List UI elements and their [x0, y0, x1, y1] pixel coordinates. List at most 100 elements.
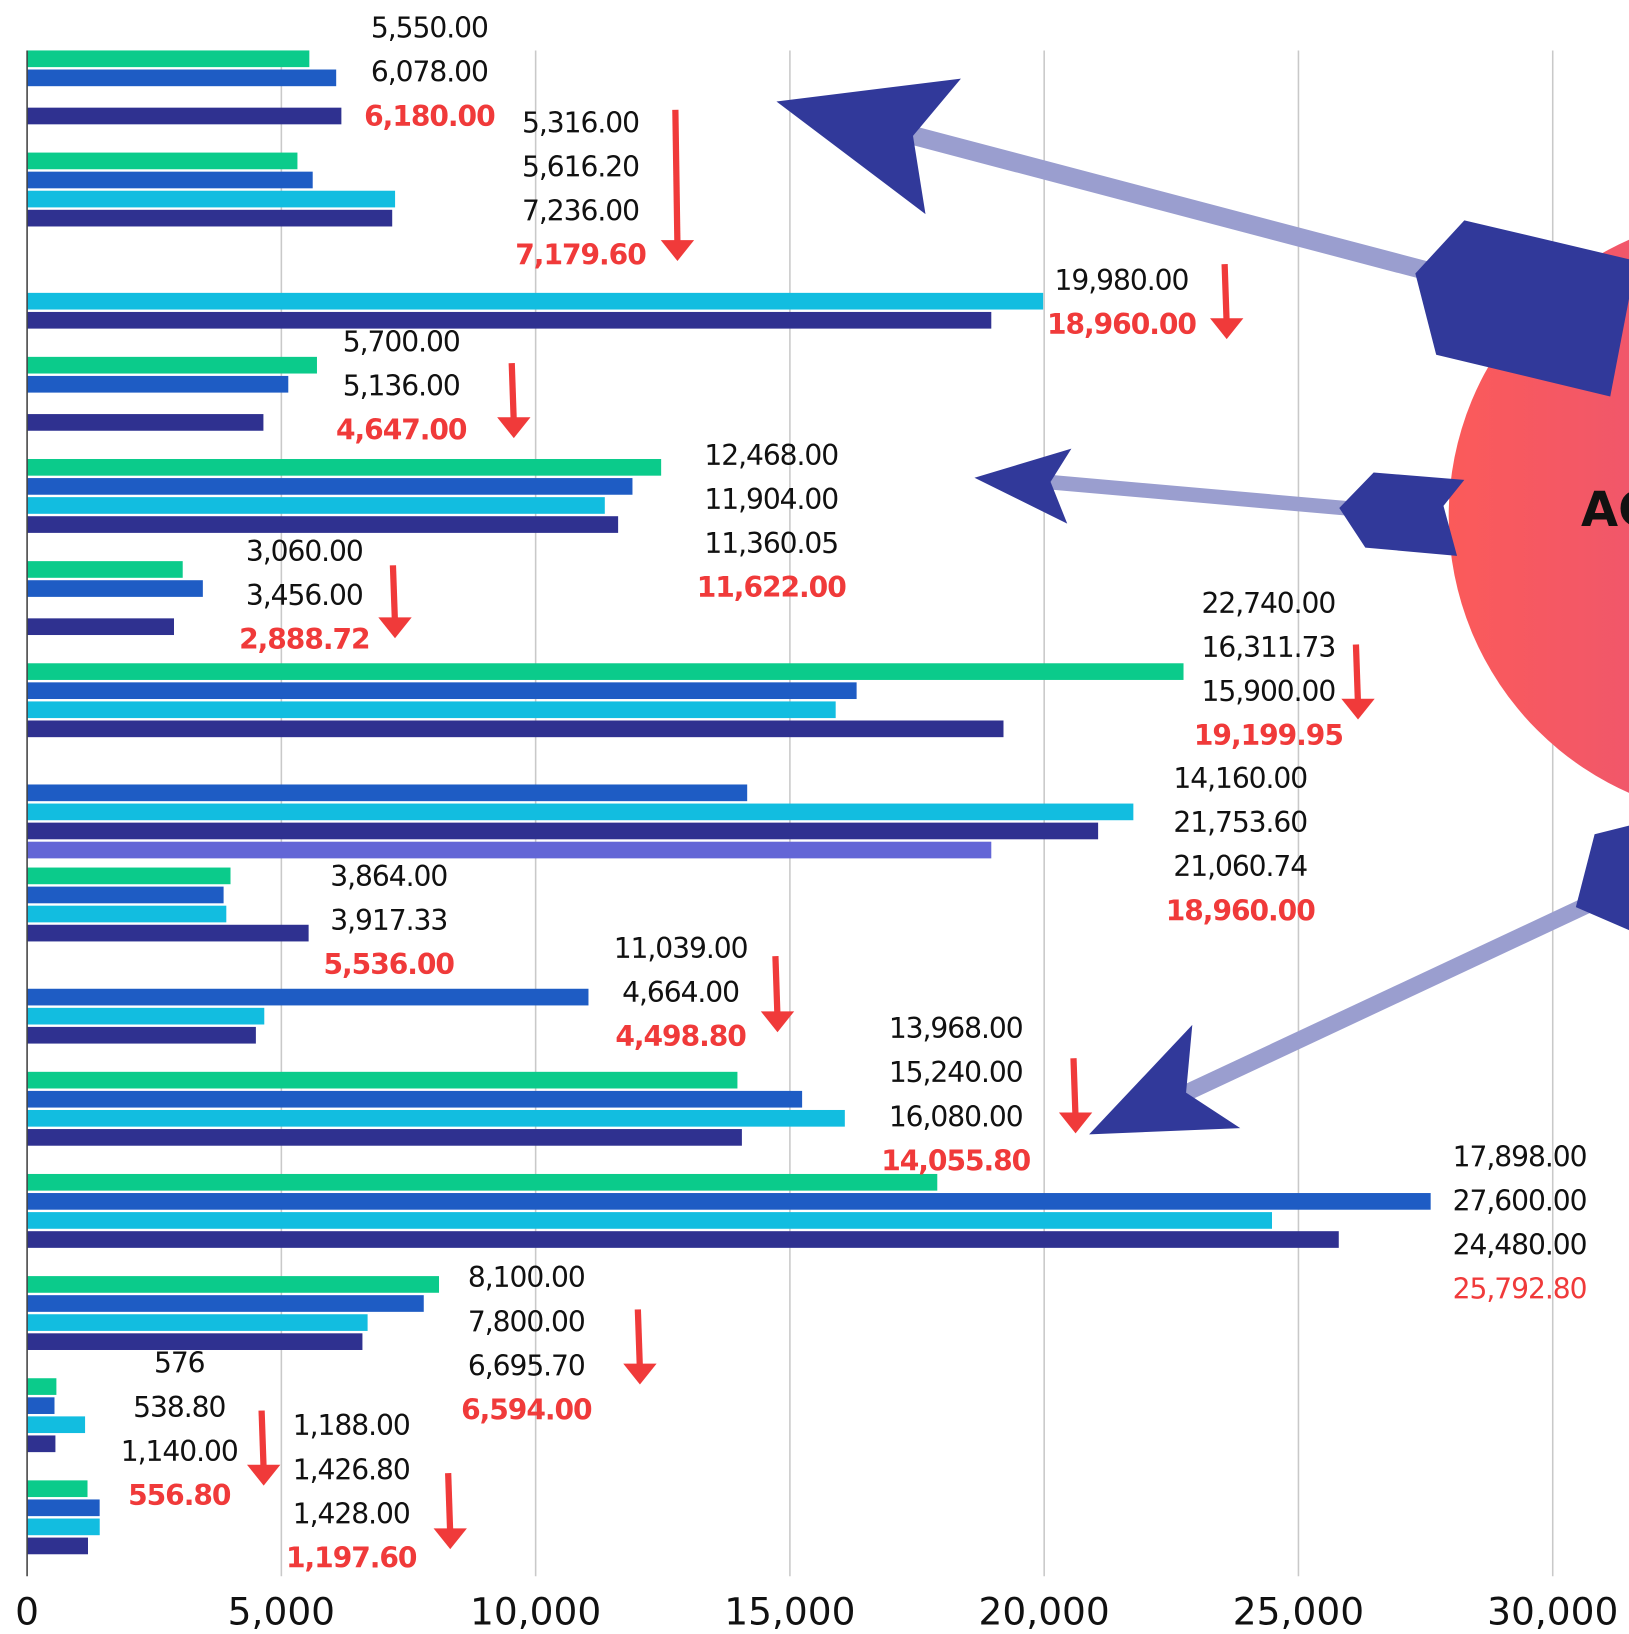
down-arrow-head — [378, 617, 412, 639]
bar — [27, 905, 227, 923]
value-label: 27,600.00 — [1453, 1184, 1587, 1217]
bar — [27, 784, 748, 802]
bar — [27, 1026, 256, 1044]
bar — [27, 478, 633, 495]
bar — [27, 886, 224, 904]
down-arrow-head — [1058, 1112, 1093, 1134]
value-label: 19,980.00 — [1055, 264, 1189, 297]
value-label: 6,078.00 — [371, 56, 488, 89]
bar — [27, 867, 231, 885]
bar — [27, 356, 317, 374]
value-label: 11,904.00 — [704, 483, 838, 516]
down-arrow-head — [623, 1363, 657, 1385]
down-arrow-head — [760, 1011, 795, 1033]
value-label: 6,695.70 — [468, 1349, 585, 1382]
value-label: 11,039.00 — [614, 932, 748, 965]
bar — [27, 516, 619, 533]
down-arrow-head — [660, 240, 695, 261]
x-tick-label: 30,000 — [1487, 1589, 1618, 1633]
bar — [27, 682, 857, 700]
value-label: 4,498.80 — [615, 1020, 746, 1053]
bar — [27, 171, 313, 189]
value-label: 18,960.00 — [1047, 308, 1196, 341]
bar — [27, 1378, 57, 1395]
value-label: 22,740.00 — [1202, 587, 1336, 620]
value-label: 5,616.20 — [522, 151, 639, 184]
bar — [27, 720, 1004, 738]
arrow-tail — [1339, 472, 1465, 556]
decor-arrows — [776, 78, 1629, 1135]
bar — [27, 1173, 938, 1191]
value-label: 17,898.00 — [1453, 1140, 1587, 1173]
x-tick-label: 20,000 — [979, 1589, 1110, 1633]
down-arrow-shaft — [1352, 644, 1362, 706]
arrow-head — [974, 448, 1072, 524]
value-label: 14,055.80 — [881, 1144, 1030, 1177]
bar — [27, 1314, 368, 1331]
value-label: 15,900.00 — [1202, 675, 1336, 708]
value-label: 5,136.00 — [343, 369, 460, 402]
bar — [27, 69, 337, 87]
down-arrows — [247, 109, 1375, 1550]
bar — [27, 988, 589, 1006]
bar — [27, 701, 836, 719]
value-label: 8,100.00 — [468, 1261, 585, 1294]
value-label: 11,360.05 — [704, 527, 838, 560]
down-arrow-head — [1341, 698, 1375, 720]
bar — [27, 924, 309, 942]
x-tick-label: 15,000 — [724, 1589, 855, 1633]
value-label: 7,800.00 — [468, 1305, 585, 1338]
bar — [27, 663, 1184, 680]
bar — [27, 190, 396, 208]
bar — [27, 1231, 1339, 1248]
value-label: 3,060.00 — [246, 535, 363, 568]
bar — [27, 618, 175, 636]
arrow-tail — [1575, 825, 1629, 931]
bar — [27, 292, 1044, 310]
value-label: 1,428.00 — [293, 1497, 410, 1530]
value-label: 576 — [154, 1347, 205, 1380]
bar — [27, 1518, 100, 1536]
x-tick-label: 25,000 — [1233, 1589, 1364, 1633]
bar — [27, 841, 992, 859]
bar — [27, 375, 289, 393]
bar — [27, 1295, 424, 1312]
value-label: 19,199.95 — [1194, 719, 1343, 752]
down-arrow-shaft — [258, 1410, 267, 1472]
value-label: 1,197.60 — [286, 1541, 417, 1574]
bar — [27, 458, 662, 476]
down-arrow-head — [1210, 318, 1244, 340]
bar — [27, 1537, 89, 1555]
bar — [27, 1071, 738, 1089]
value-label: 556.80 — [128, 1479, 231, 1512]
bar — [27, 1397, 55, 1414]
down-arrow-shaft — [634, 1309, 644, 1371]
value-label: 7,236.00 — [522, 195, 639, 228]
x-tick-label: 5,000 — [228, 1589, 335, 1633]
down-arrow-shaft — [1221, 263, 1230, 325]
down-arrow-shaft — [508, 363, 517, 424]
x-tick-label: 0 — [15, 1589, 39, 1633]
value-label: 16,311.73 — [1202, 631, 1336, 664]
value-label: 21,060.74 — [1173, 850, 1307, 883]
value-label: 5,550.00 — [371, 12, 488, 45]
down-arrow-shaft — [672, 109, 681, 247]
bar — [27, 1435, 56, 1453]
value-label: 538.80 — [133, 1391, 225, 1424]
down-arrow-head — [247, 1464, 281, 1486]
bar — [27, 1499, 100, 1517]
value-label: 4,664.00 — [622, 976, 739, 1009]
bar — [27, 803, 1134, 821]
x-tick-label: 10,000 — [470, 1589, 601, 1633]
bar — [27, 1109, 845, 1127]
bar — [27, 1193, 1431, 1210]
arrow-head — [776, 78, 961, 215]
bar — [27, 414, 264, 431]
bar — [27, 1276, 440, 1293]
arrow-head — [1089, 1024, 1241, 1135]
bar — [27, 1090, 803, 1108]
down-arrow-shaft — [1070, 1058, 1079, 1119]
value-label: 5,536.00 — [324, 948, 455, 981]
bar — [27, 1480, 88, 1498]
